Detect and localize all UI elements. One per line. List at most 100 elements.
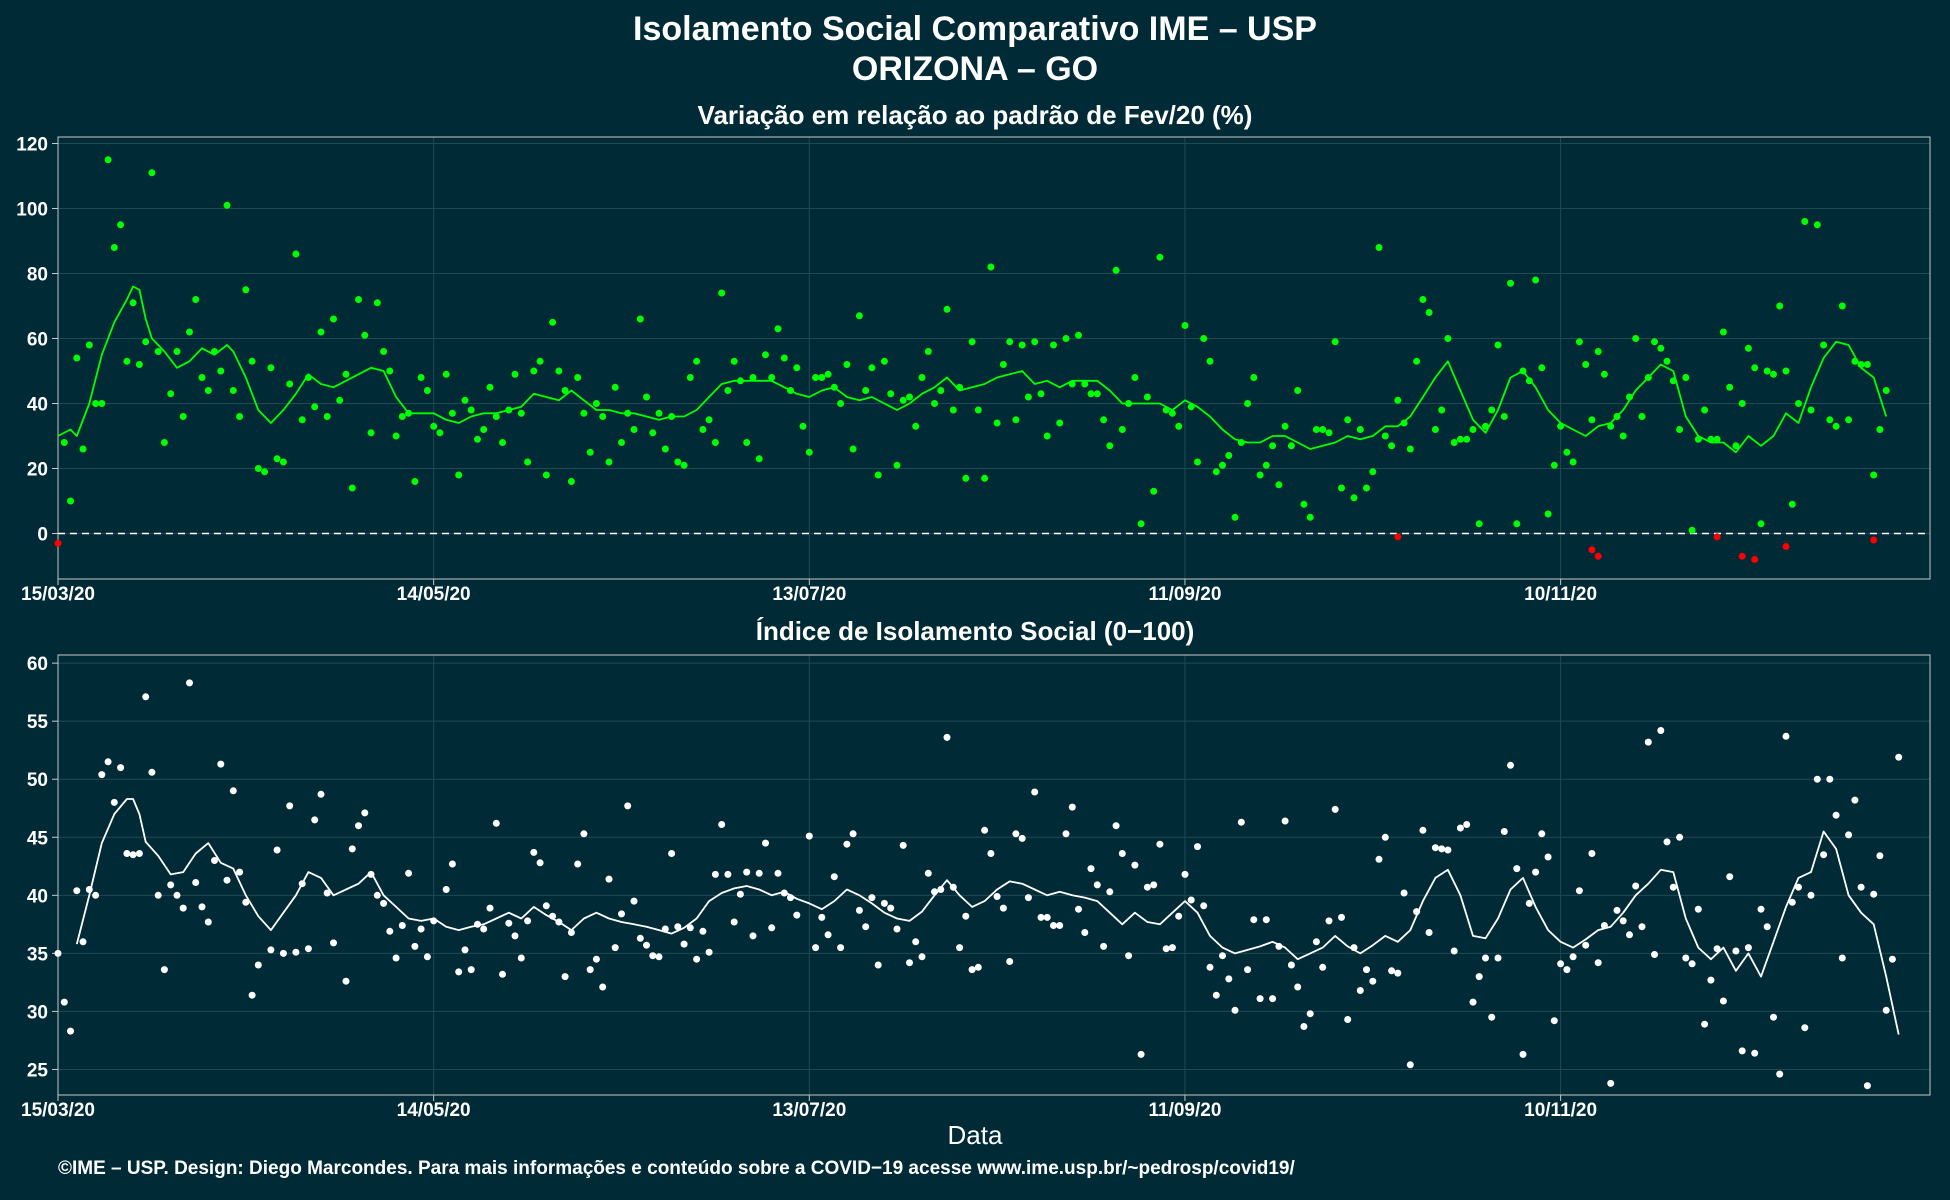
p2-data-point — [117, 764, 125, 772]
p2-data-point — [1694, 905, 1702, 913]
p2-data-point — [1388, 967, 1396, 975]
p1-data-point — [1732, 442, 1740, 450]
p2-data-point — [981, 826, 989, 834]
p1-data-point — [1425, 309, 1433, 316]
p1-data-point — [1663, 357, 1671, 365]
p1-data-point — [586, 448, 594, 456]
p2-x-tick-label: 14/05/20 — [397, 1100, 471, 1121]
p2-data-point — [542, 902, 550, 910]
p1-data-point — [1475, 520, 1483, 528]
p2-data-point — [749, 932, 757, 940]
p1-data-point — [855, 312, 863, 320]
p1-data-point — [1394, 396, 1402, 404]
p1-data-point — [643, 393, 650, 401]
p2-data-point — [668, 850, 676, 857]
p2-data-point — [229, 787, 237, 795]
p1-data-point — [981, 474, 989, 482]
p1-data-point — [1588, 416, 1596, 424]
p2-data-point — [805, 832, 813, 840]
p1-data-point — [730, 357, 738, 365]
p1-data-point — [1168, 409, 1176, 417]
p1-data-point — [999, 361, 1007, 368]
p2-data-point — [693, 955, 701, 963]
p1-data-point — [1500, 413, 1508, 420]
p2-data-point — [236, 868, 244, 876]
p1-data-point — [1701, 406, 1709, 414]
p2-data-point — [524, 917, 532, 925]
figure-location: ORIZONA – GO — [851, 50, 1099, 88]
p1-data-point — [261, 468, 269, 476]
p1-data-point — [1031, 338, 1039, 346]
p1-data-point — [455, 471, 463, 479]
p2-data-point — [1363, 966, 1370, 974]
p1-moving-average-line — [57, 285, 1888, 454]
p1-data-point — [480, 426, 488, 433]
p1-data-point — [542, 471, 550, 479]
p2-data-point — [1732, 947, 1740, 955]
p2-data-point — [1651, 951, 1658, 958]
p1-data-point — [1175, 422, 1183, 430]
p1-data-point — [1463, 435, 1471, 443]
p1-data-point — [793, 364, 801, 372]
p2-data-point — [1194, 843, 1201, 851]
p2-y-tick-label: 25 — [27, 1060, 49, 1081]
p2-data-point — [1744, 944, 1752, 952]
p1-data-point — [311, 403, 319, 411]
p1-data-point — [148, 169, 156, 177]
p2-data-point — [1456, 824, 1464, 832]
p1-data-point — [1795, 400, 1802, 407]
p2-data-point — [1469, 998, 1477, 1006]
p1-x-tick-label: 10/11/20 — [1524, 584, 1597, 605]
p1-data-point — [899, 396, 907, 404]
p1-data-point — [1776, 302, 1784, 310]
p1-data-point — [492, 413, 500, 420]
p2-data-point — [317, 790, 325, 798]
p2-data-point — [160, 966, 168, 974]
p2-data-point — [254, 961, 262, 969]
p2-data-point — [768, 924, 776, 932]
p1-data-point — [204, 387, 212, 394]
p1-data-point — [837, 400, 845, 407]
p2-data-point — [110, 798, 118, 806]
p1-data-point — [1469, 426, 1477, 433]
figure-title: Isolamento Social Comparativo IME – USP — [633, 10, 1317, 48]
p2-data-point — [686, 924, 694, 932]
p2-data-point — [874, 961, 882, 969]
p2-data-point — [480, 925, 488, 933]
p2-data-point — [1394, 969, 1402, 977]
p1-data-point — [1882, 387, 1890, 394]
p2-data-point — [486, 904, 494, 912]
p2-data-point — [1813, 775, 1821, 783]
p2-data-point — [774, 869, 782, 877]
p1-data-point — [1713, 533, 1721, 541]
p2-data-point — [398, 922, 406, 929]
p2-data-point — [1168, 944, 1176, 952]
p2-data-point — [1056, 922, 1064, 929]
p1-data-point — [868, 364, 876, 372]
p2-data-point — [893, 925, 901, 933]
p1-data-point — [1826, 416, 1834, 424]
p2-data-point — [1763, 923, 1771, 931]
p2-data-point — [630, 897, 638, 905]
p1-data-point — [1325, 429, 1333, 437]
p2-data-point — [1557, 960, 1565, 968]
p2-data-point — [868, 894, 876, 902]
p2-data-point — [1519, 1050, 1527, 1058]
p1-data-point — [186, 328, 193, 336]
p1-data-point — [762, 351, 769, 359]
p2-data-point — [405, 869, 413, 877]
p2-data-point — [1513, 865, 1521, 873]
p1-data-point — [1093, 390, 1101, 398]
p1-data-point — [1262, 461, 1270, 469]
p1-data-point — [843, 361, 851, 368]
p1-data-point — [499, 439, 506, 446]
p1-data-point — [474, 435, 481, 443]
p1-data-point — [699, 426, 707, 433]
p1-data-point — [1231, 513, 1239, 521]
p1-data-point — [674, 458, 682, 466]
p1-data-point — [1294, 387, 1302, 394]
p1-data-point — [1801, 218, 1809, 225]
p1-data-point — [605, 458, 613, 466]
p2-data-point — [129, 851, 137, 859]
p1-data-point — [1494, 341, 1502, 349]
